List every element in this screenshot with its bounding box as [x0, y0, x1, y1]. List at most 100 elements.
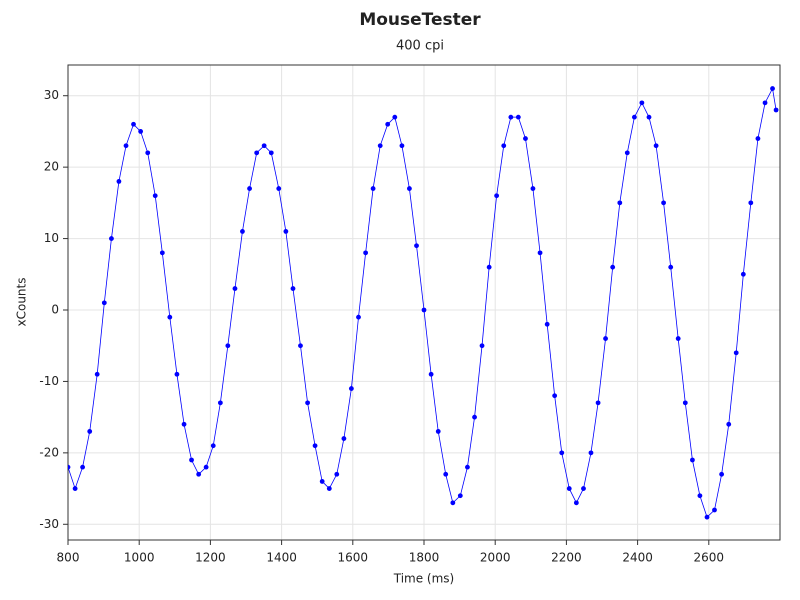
- data-point: [392, 114, 398, 120]
- data-point: [566, 486, 572, 491]
- data-point: [443, 471, 449, 477]
- y-tick-label: -30: [39, 517, 59, 531]
- data-point: [232, 286, 238, 291]
- data-point: [421, 307, 427, 313]
- data-point: [631, 114, 637, 120]
- data-point: [712, 507, 717, 513]
- data-point: [210, 443, 216, 449]
- data-point: [261, 143, 267, 149]
- data-point: [435, 429, 441, 434]
- data-point: [581, 486, 586, 491]
- y-tick-label: 10: [44, 231, 59, 245]
- y-tick-label: 0: [51, 303, 59, 317]
- data-point: [544, 321, 550, 327]
- data-point: [276, 186, 282, 191]
- data-point: [407, 186, 412, 191]
- data-point: [733, 350, 739, 356]
- data-point: [770, 86, 775, 91]
- data-point: [523, 136, 528, 141]
- data-point: [377, 143, 383, 149]
- data-point: [697, 493, 703, 499]
- data-point: [414, 243, 419, 249]
- data-point: [530, 186, 536, 191]
- data-point: [486, 264, 492, 270]
- x-tick-label: 2600: [694, 551, 725, 565]
- x-axis-label: Time (ms): [393, 572, 455, 586]
- data-point: [682, 400, 688, 406]
- data-point: [773, 107, 779, 113]
- x-tick-label: 1400: [266, 551, 297, 565]
- data-point: [465, 464, 470, 470]
- data-point: [72, 486, 78, 491]
- data-point: [675, 336, 681, 341]
- data-point: [305, 400, 310, 406]
- data-point: [762, 100, 768, 106]
- chart-title: MouseTester: [359, 10, 481, 30]
- chart-subtitle: 400 cpi: [396, 39, 444, 54]
- data-point: [588, 450, 594, 456]
- data-point: [399, 143, 405, 149]
- data-point: [268, 150, 274, 156]
- data-point: [748, 200, 754, 206]
- data-point: [755, 136, 761, 141]
- x-tick-label: 1200: [195, 551, 226, 565]
- data-point: [356, 314, 361, 320]
- data-point: [101, 300, 107, 306]
- data-point: [116, 179, 122, 184]
- data-point: [653, 143, 659, 149]
- data-point: [312, 443, 318, 449]
- data-point: [145, 150, 151, 156]
- data-point: [334, 471, 340, 477]
- data-point: [537, 250, 543, 256]
- data-point: [68, 464, 71, 470]
- data-point: [559, 450, 565, 456]
- data-point: [501, 143, 507, 149]
- data-point: [617, 200, 623, 206]
- data-point: [348, 386, 354, 391]
- data-point: [109, 236, 114, 241]
- data-point: [552, 393, 558, 399]
- data-point: [457, 493, 463, 499]
- y-tick-label: 30: [44, 88, 59, 102]
- y-axis-label: xCounts: [15, 278, 29, 327]
- data-point: [508, 114, 514, 120]
- y-tick-label: -20: [39, 445, 59, 459]
- data-point: [595, 400, 601, 406]
- data-point: [472, 414, 477, 420]
- data-point: [341, 436, 347, 441]
- data-point: [94, 371, 100, 377]
- data-point: [646, 114, 652, 120]
- data-point: [181, 421, 187, 427]
- data-point: [283, 229, 289, 234]
- data-point: [726, 421, 732, 427]
- data-point: [740, 271, 746, 277]
- data-point: [189, 457, 194, 463]
- data-point: [254, 150, 260, 156]
- x-tick-label: 2000: [480, 551, 511, 565]
- data-point: [515, 114, 521, 120]
- data-point: [174, 371, 180, 377]
- data-point: [225, 343, 231, 349]
- data-point: [167, 314, 173, 320]
- data-point: [428, 371, 434, 377]
- data-point: [385, 121, 391, 127]
- data-point: [138, 129, 144, 134]
- x-tick-label: 2400: [622, 551, 653, 565]
- x-tick-label: 1600: [338, 551, 369, 565]
- data-point: [152, 193, 158, 199]
- data-point: [240, 229, 245, 234]
- data-point: [639, 100, 645, 106]
- data-point: [319, 479, 325, 484]
- plot-frame: [67, 64, 781, 541]
- x-tick-label: 2200: [551, 551, 582, 565]
- data-point: [247, 186, 252, 191]
- data-point: [450, 500, 456, 506]
- x-tick-label: 1800: [409, 551, 440, 565]
- data-point: [370, 186, 376, 191]
- data-point: [159, 250, 165, 256]
- y-tick-label: 20: [44, 160, 59, 174]
- data-point: [573, 500, 579, 506]
- data-point: [479, 343, 485, 349]
- x-tick-label: 800: [57, 551, 80, 565]
